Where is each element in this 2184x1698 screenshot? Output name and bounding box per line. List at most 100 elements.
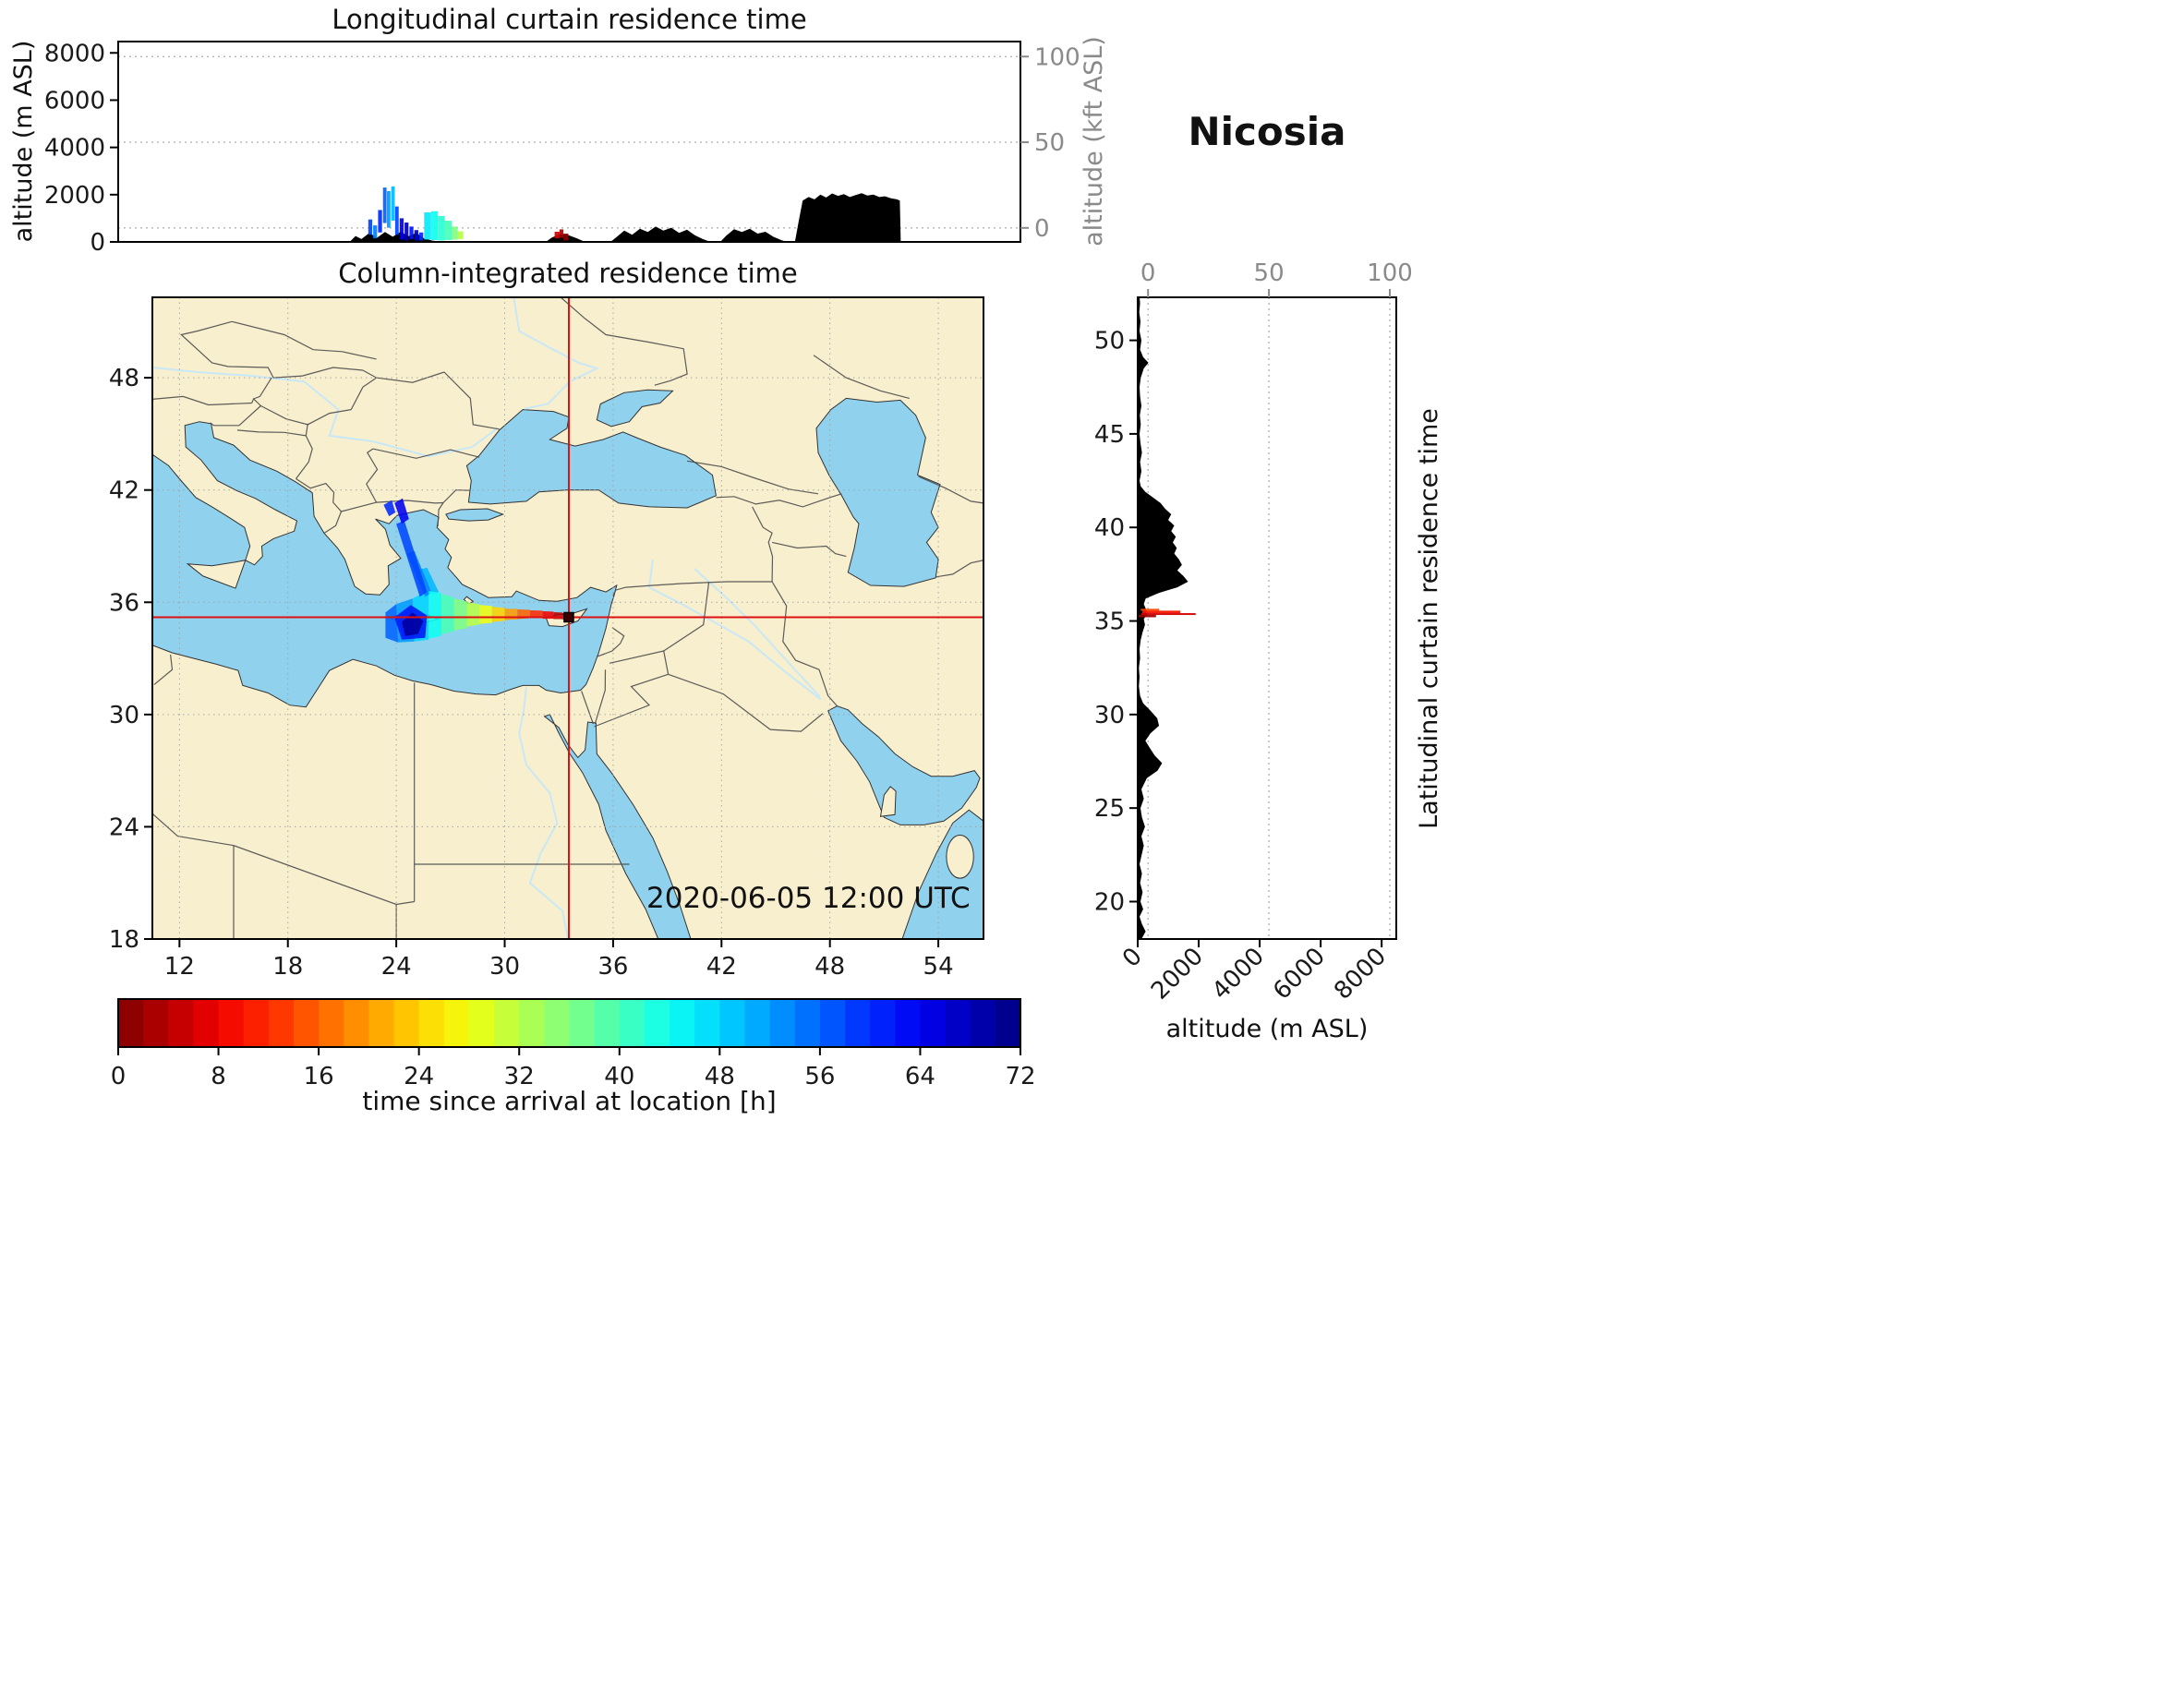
svg-text:2000: 2000: [44, 182, 105, 210]
country-border: [296, 477, 335, 493]
colorbar-segment: [694, 999, 720, 1047]
plume-patch: [441, 594, 454, 634]
sea-azov: [596, 389, 674, 428]
svg-text:16: 16: [304, 1063, 334, 1090]
longitudinal-plume-cell: [391, 186, 395, 221]
colorbar-segment: [920, 999, 947, 1047]
plume-patch: [428, 591, 441, 639]
svg-text:24: 24: [381, 953, 412, 981]
svg-text:50: 50: [1034, 129, 1065, 157]
river: [152, 367, 499, 458]
svg-text:0: 0: [1117, 943, 1148, 973]
country-border: [253, 377, 272, 400]
colorbar-segment: [418, 999, 445, 1047]
country-border: [935, 560, 983, 578]
colorbar-segment: [870, 999, 896, 1047]
colorbar-segment: [619, 999, 646, 1047]
svg-text:56: 56: [804, 1063, 835, 1090]
longitudinal-plume-cell: [419, 232, 424, 241]
colorbar-segment: [368, 999, 395, 1047]
colorbar-segment: [995, 999, 1021, 1047]
country-border: [231, 320, 377, 360]
colorbar-segment: [218, 999, 245, 1047]
colorbar-segment: [293, 999, 320, 1047]
country-border: [228, 366, 274, 379]
country-border: [663, 582, 710, 652]
colorbar-segment: [168, 999, 195, 1047]
svg-text:24: 24: [404, 1063, 434, 1090]
country-border: [594, 673, 669, 728]
colorbar-segment: [819, 999, 846, 1047]
colorbar-segment: [594, 999, 621, 1047]
latitudinal-plume-cell: [1141, 610, 1181, 614]
svg-text:6000: 6000: [44, 87, 105, 114]
longitudinal-plume-cell: [452, 226, 458, 240]
country-border: [625, 581, 773, 588]
colorbar-segment: [393, 999, 420, 1047]
country-border: [716, 493, 842, 508]
plume-patch: [402, 612, 424, 636]
plume-patch: [529, 610, 543, 619]
colorbar-segment: [544, 999, 571, 1047]
colorbar-segment: [794, 999, 821, 1047]
country-border: [771, 541, 847, 558]
svg-text:18: 18: [272, 953, 303, 981]
longitudinal-plume-cell: [373, 225, 378, 239]
plume-patch: [419, 567, 440, 596]
country-border: [350, 377, 377, 410]
svg-text:20: 20: [1094, 888, 1125, 916]
svg-text:64: 64: [905, 1063, 935, 1090]
country-border: [296, 435, 313, 479]
svg-text:40: 40: [1094, 514, 1125, 542]
longitudinal-terrain: [118, 193, 1020, 242]
land-patch: [946, 835, 974, 879]
river: [513, 297, 600, 410]
country-border: [918, 476, 983, 504]
country-border: [813, 355, 910, 399]
longitudinal-plume-cell: [382, 187, 387, 223]
longitudinal-plume-cell: [404, 223, 409, 241]
longitudinal-ylabel-left: altitude (m ASL): [9, 40, 38, 243]
colorbar-segment: [670, 999, 695, 1047]
country-border: [443, 371, 500, 430]
colorbar-segment: [268, 999, 295, 1047]
country-border: [752, 506, 774, 583]
svg-text:50: 50: [1254, 259, 1285, 287]
colorbar-segment: [945, 999, 971, 1047]
svg-text:4000: 4000: [44, 135, 105, 163]
country-border: [180, 320, 233, 367]
colorbar-segment: [895, 999, 922, 1047]
latitudinal-panel-title: Latitudinal curtain residence time: [1415, 408, 1443, 829]
country-border: [362, 369, 445, 383]
svg-text:48: 48: [705, 1063, 735, 1090]
colorbar-segment: [143, 999, 169, 1047]
country-border: [560, 297, 688, 386]
map-canvas: [152, 297, 983, 939]
colorbar-segment: [443, 999, 470, 1047]
svg-text:24: 24: [109, 813, 139, 841]
longitudinal-plume-cell: [394, 206, 399, 235]
plume-patch: [383, 500, 396, 517]
svg-text:35: 35: [1094, 608, 1125, 636]
date-label: 2020-06-05 12:00 UTC: [646, 882, 971, 915]
svg-text:36: 36: [109, 589, 139, 617]
svg-text:36: 36: [597, 953, 628, 981]
country-border: [437, 502, 444, 527]
map-panel-title: Column-integrated residence time: [338, 258, 798, 289]
longitudinal-plume-cell: [368, 219, 373, 235]
country-border: [687, 460, 819, 495]
svg-text:2000: 2000: [1146, 943, 1209, 1006]
plume-patch: [396, 521, 428, 597]
colorbar-segment: [319, 999, 344, 1047]
river: [518, 687, 569, 939]
svg-text:54: 54: [923, 953, 954, 981]
plume-patch: [453, 598, 467, 631]
colorbar-segment: [494, 999, 520, 1047]
svg-text:40: 40: [604, 1063, 634, 1090]
svg-text:100: 100: [1034, 43, 1080, 71]
country-border: [668, 673, 824, 732]
latitudinal-plume-cell: [1138, 615, 1156, 618]
river: [647, 559, 822, 701]
island-qatar: [879, 786, 897, 817]
